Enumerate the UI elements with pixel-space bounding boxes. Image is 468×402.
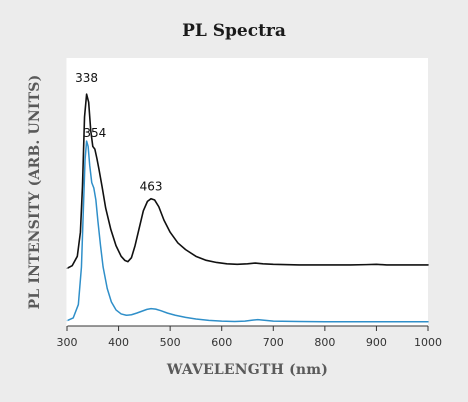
y-axis-title: PL INTENSITY (ARB. UNITS) [27,75,43,310]
plot-area [67,58,428,326]
x-tick-label: 600 [211,336,232,349]
x-axis-title: WAVELENGTH (nm) [166,362,328,378]
x-tick-label: 300 [57,336,78,349]
series-line-blue [66,140,429,323]
series-layer [66,93,429,323]
series-line-black [66,93,429,270]
chart-title: PL Spectra [182,21,286,41]
x-tick-label: 500 [160,336,181,349]
peak-label: 354 [83,126,106,140]
peak-label: 463 [140,179,163,193]
x-tick-label: 1000 [414,336,442,349]
x-axis: 300 400 500 600 700 800 900 1000 [57,58,442,349]
x-tick-label: 400 [108,336,129,349]
x-tick-label: 700 [263,336,284,349]
annotation-layer: 338 354 463 [75,71,162,193]
x-tick-label: 800 [314,336,335,349]
peak-label: 338 [75,71,98,85]
x-tick-label: 900 [366,336,387,349]
